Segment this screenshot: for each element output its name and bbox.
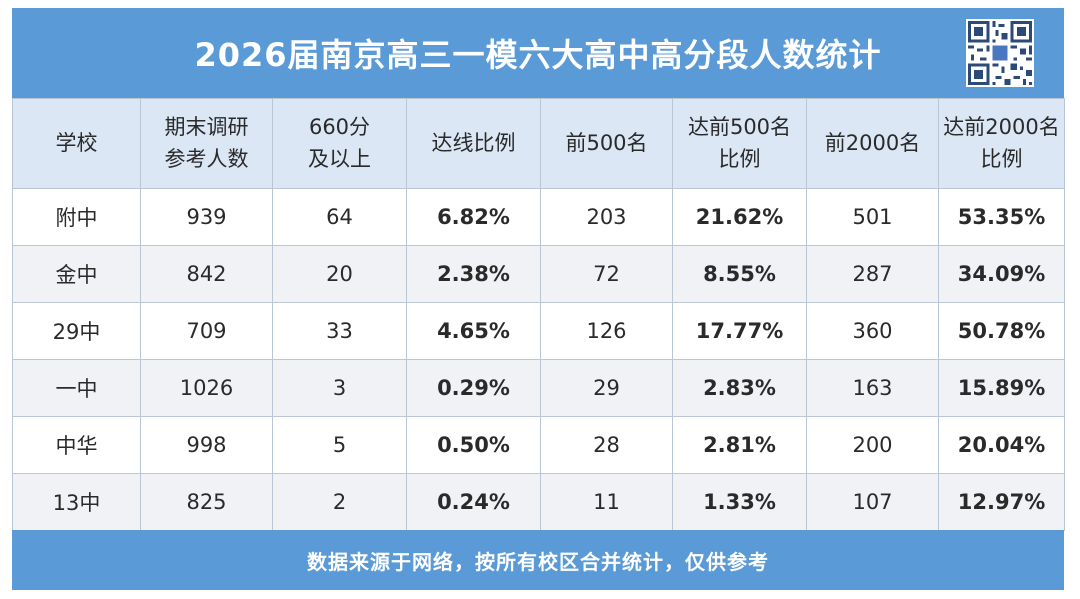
cell-top2000-rate: 50.78%: [938, 302, 1065, 360]
header-above660: 660分 及以上: [272, 98, 407, 189]
cell-top2000: 360: [806, 302, 939, 360]
cell-school: 中华: [12, 416, 141, 474]
cell-top500-rate: 21.62%: [672, 188, 807, 246]
table-row: 金中 842 20 2.38% 72 8.55% 287 34.09%: [12, 245, 1065, 303]
cell-above660: 3: [272, 359, 407, 417]
cell-rate: 0.50%: [406, 416, 541, 474]
stats-table: 学校 期末调研 参考人数 660分 及以上 达线比例 前500名 达前500名 比例 …: [12, 98, 1065, 531]
cell-school: 29中: [12, 302, 141, 360]
cell-top2000-rate: 12.97%: [938, 473, 1065, 531]
cell-participants: 1026: [140, 359, 273, 417]
cell-school: 一中: [12, 359, 141, 417]
cell-above660: 5: [272, 416, 407, 474]
cell-top500: 126: [540, 302, 673, 360]
cell-above660: 64: [272, 188, 407, 246]
header-top500-rate: 达前500名 比例: [672, 98, 807, 189]
cell-above660: 2: [272, 473, 407, 531]
cell-school: 金中: [12, 245, 141, 303]
header-participants: 期末调研 参考人数: [140, 98, 273, 189]
cell-participants: 998: [140, 416, 273, 474]
footer-note: 数据来源于网络，按所有校区合并统计，仅供参考: [307, 549, 769, 574]
cell-top500-rate: 2.83%: [672, 359, 807, 417]
cell-top2000: 163: [806, 359, 939, 417]
header-top500: 前500名: [540, 98, 673, 189]
header-rate: 达线比例: [406, 98, 541, 189]
cell-participants: 939: [140, 188, 273, 246]
cell-top500-rate: 8.55%: [672, 245, 807, 303]
cell-rate: 2.38%: [406, 245, 541, 303]
page-title: 2026届南京高三一模六大高中高分段人数统计: [194, 36, 882, 74]
cell-school: 13中: [12, 473, 141, 531]
cell-top500-rate: 17.77%: [672, 302, 807, 360]
cell-top500: 11: [540, 473, 673, 531]
cell-participants: 709: [140, 302, 273, 360]
cell-rate: 0.24%: [406, 473, 541, 531]
cell-top500: 72: [540, 245, 673, 303]
cell-school: 附中: [12, 188, 141, 246]
footer-bar: 数据来源于网络，按所有校区合并统计，仅供参考: [12, 530, 1064, 590]
header-top2000: 前2000名: [806, 98, 939, 189]
header-school: 学校: [12, 98, 141, 189]
cell-participants: 825: [140, 473, 273, 531]
qr-code-icon: [966, 19, 1034, 87]
cell-top2000: 200: [806, 416, 939, 474]
table-row: 附中 939 64 6.82% 203 21.62% 501 53.35%: [12, 188, 1065, 246]
cell-top2000: 287: [806, 245, 939, 303]
cell-rate: 0.29%: [406, 359, 541, 417]
cell-top2000-rate: 20.04%: [938, 416, 1065, 474]
cell-top2000-rate: 15.89%: [938, 359, 1065, 417]
cell-participants: 842: [140, 245, 273, 303]
cell-rate: 6.82%: [406, 188, 541, 246]
cell-top500: 28: [540, 416, 673, 474]
table-row: 中华 998 5 0.50% 28 2.81% 200 20.04%: [12, 416, 1065, 474]
cell-top2000: 107: [806, 473, 939, 531]
cell-above660: 20: [272, 245, 407, 303]
cell-top500-rate: 1.33%: [672, 473, 807, 531]
cell-top500: 29: [540, 359, 673, 417]
table-row: 13中 825 2 0.24% 11 1.33% 107 12.97%: [12, 473, 1065, 531]
cell-top2000-rate: 53.35%: [938, 188, 1065, 246]
table-header-row: 学校 期末调研 参考人数 660分 及以上 达线比例 前500名 达前500名 比例 …: [12, 98, 1065, 189]
header-top2000-rate: 达前2000名 比例: [938, 98, 1065, 189]
cell-top2000-rate: 34.09%: [938, 245, 1065, 303]
cell-top500-rate: 2.81%: [672, 416, 807, 474]
table-row: 一中 1026 3 0.29% 29 2.83% 163 15.89%: [12, 359, 1065, 417]
cell-above660: 33: [272, 302, 407, 360]
cell-top500: 203: [540, 188, 673, 246]
title-bar: 2026届南京高三一模六大高中高分段人数统计: [12, 8, 1064, 98]
cell-top2000: 501: [806, 188, 939, 246]
table-row: 29中 709 33 4.65% 126 17.77% 360 50.78%: [12, 302, 1065, 360]
cell-rate: 4.65%: [406, 302, 541, 360]
